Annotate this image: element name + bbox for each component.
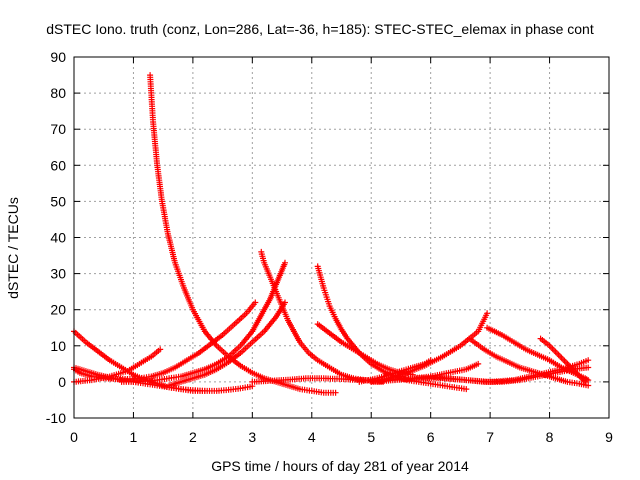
x-tick-label: 6	[427, 429, 435, 445]
series-arc-5	[314, 321, 416, 378]
data-point-markers	[166, 299, 288, 389]
x-tick-label: 8	[546, 429, 554, 445]
x-tick-label: 5	[367, 429, 375, 445]
x-tick-label: 7	[486, 429, 494, 445]
x-tick-label: 3	[248, 429, 256, 445]
series-arc-14	[466, 335, 592, 389]
y-tick-label: 80	[50, 85, 66, 101]
plot-frame	[73, 56, 610, 419]
data-point-markers	[147, 72, 339, 396]
y-tick-label: 10	[50, 338, 66, 354]
y-tick-label: 60	[50, 157, 66, 173]
data-point-markers	[466, 335, 592, 389]
data-point-markers	[537, 335, 589, 385]
y-tick-label: -10	[46, 410, 66, 426]
y-tick-label: 90	[50, 49, 66, 65]
series-arc-18	[537, 335, 589, 385]
y-tick-label: 0	[58, 374, 66, 390]
series-arc-7	[166, 299, 288, 389]
x-axis-label: GPS time / hours of day 281 of year 2014	[211, 458, 469, 474]
y-tick-label: 30	[50, 266, 66, 282]
y-tick-label: 20	[50, 302, 66, 318]
x-tick-label: 9	[605, 429, 613, 445]
x-tick-label: 2	[189, 429, 197, 445]
y-tick-label: 40	[50, 230, 66, 246]
data-layer	[71, 72, 592, 396]
series-arc-1	[147, 72, 339, 396]
data-point-markers	[71, 299, 259, 382]
y-axis-label: dSTEC / TECUs	[5, 197, 21, 299]
data-point-markers	[118, 259, 288, 385]
series-arc-6	[71, 299, 259, 382]
x-tick-label: 1	[130, 429, 138, 445]
chart-title: dSTEC Iono. truth (conz, Lon=286, Lat=-3…	[46, 21, 594, 37]
series-arc-3	[118, 259, 288, 385]
y-tick-label: 70	[50, 121, 66, 137]
y-tick-label: 50	[50, 193, 66, 209]
data-point-markers	[314, 321, 416, 378]
x-tick-label: 0	[70, 429, 78, 445]
x-tick-label: 4	[308, 429, 316, 445]
